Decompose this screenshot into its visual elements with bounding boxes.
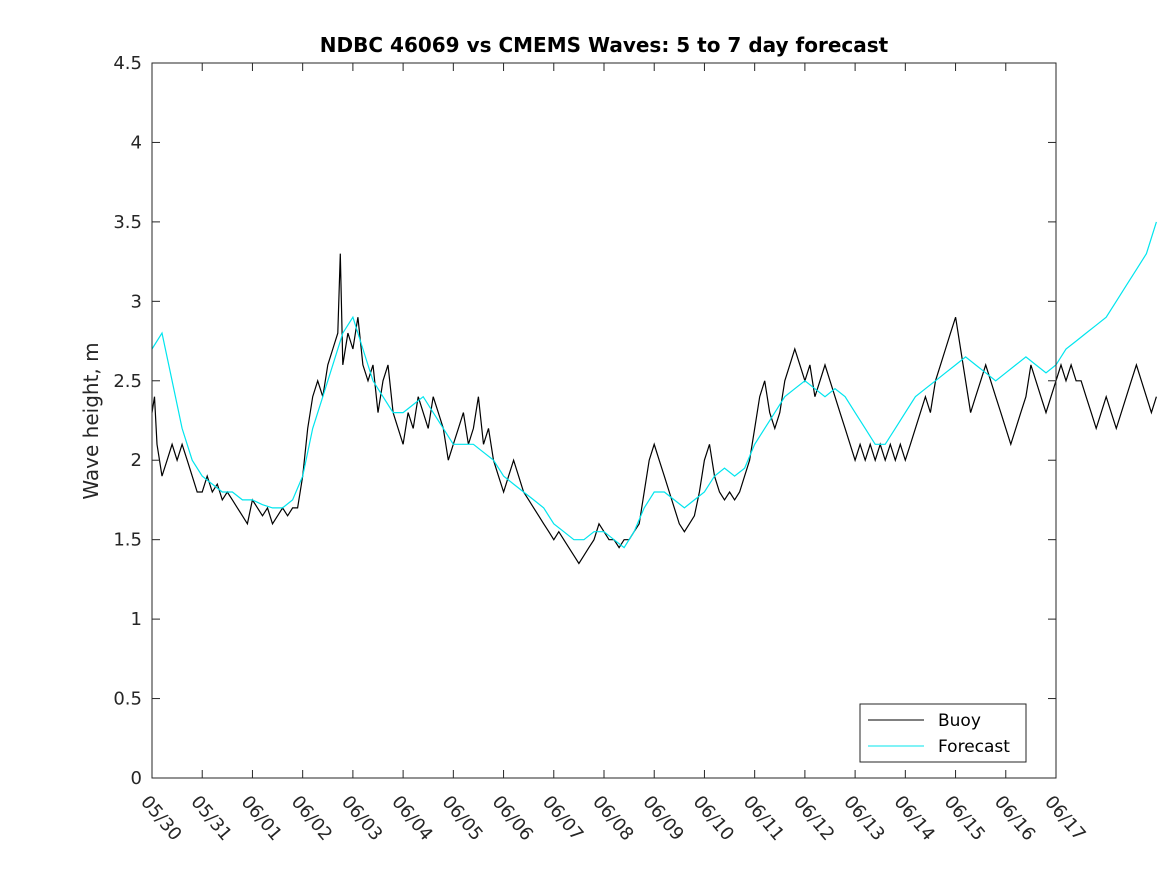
y-axis-label: Wave height, m bbox=[79, 342, 103, 499]
x-tick-label: 06/05 bbox=[438, 792, 487, 845]
x-tick-label: 06/07 bbox=[538, 792, 587, 845]
x-tick-label: 06/09 bbox=[638, 792, 687, 845]
y-tick-label: 3.5 bbox=[113, 212, 142, 233]
x-tick-label: 06/02 bbox=[287, 792, 336, 845]
x-tick-label: 06/12 bbox=[789, 792, 838, 845]
legend: Buoy Forecast bbox=[859, 703, 1027, 763]
x-tick-label: 06/04 bbox=[387, 792, 436, 845]
x-tick-label: 06/16 bbox=[990, 792, 1039, 845]
x-tick-label: 06/01 bbox=[237, 792, 286, 845]
series-line-buoy bbox=[151, 253, 1157, 565]
y-tick-label: 4 bbox=[131, 132, 142, 153]
x-tick-label: 06/10 bbox=[689, 792, 738, 845]
x-tick-label: 05/30 bbox=[136, 792, 185, 845]
legend-box bbox=[859, 703, 1027, 763]
plot-content bbox=[151, 221, 1157, 565]
x-tick-label: 06/11 bbox=[739, 792, 788, 845]
x-tick-label: 06/15 bbox=[940, 792, 989, 845]
x-tick-label: 06/08 bbox=[588, 792, 637, 845]
x-tick-label: 06/13 bbox=[839, 792, 888, 845]
chart-title: NDBC 46069 vs CMEMS Waves: 5 to 7 day fo… bbox=[320, 33, 889, 57]
y-tick-label: 2.5 bbox=[113, 371, 142, 392]
x-tick-label: 06/03 bbox=[337, 792, 386, 845]
y-tick-label: 0 bbox=[131, 768, 142, 789]
legend-label-buoy: Buoy bbox=[938, 711, 981, 731]
plot-area bbox=[152, 63, 1056, 778]
y-tick-label: 1 bbox=[131, 609, 142, 630]
y-tick-label: 1.5 bbox=[113, 530, 142, 551]
plot-border bbox=[151, 62, 1057, 779]
x-tick-label: 05/31 bbox=[186, 792, 235, 845]
series-line-forecast bbox=[151, 221, 1157, 549]
y-tick-label: 2 bbox=[131, 450, 142, 471]
y-tick-label: 0.5 bbox=[113, 689, 142, 710]
y-axis: 0 0.5 1 1.5 2 2.5 3 3.5 4 4.5 bbox=[113, 53, 1056, 789]
y-tick-label: 4.5 bbox=[113, 53, 142, 74]
legend-label-forecast: Forecast bbox=[938, 737, 1010, 757]
x-tick-label: 06/14 bbox=[890, 792, 939, 845]
x-tick-label: 06/17 bbox=[1040, 792, 1089, 845]
y-tick-label: 3 bbox=[131, 291, 142, 312]
x-tick-label: 06/06 bbox=[488, 792, 537, 845]
